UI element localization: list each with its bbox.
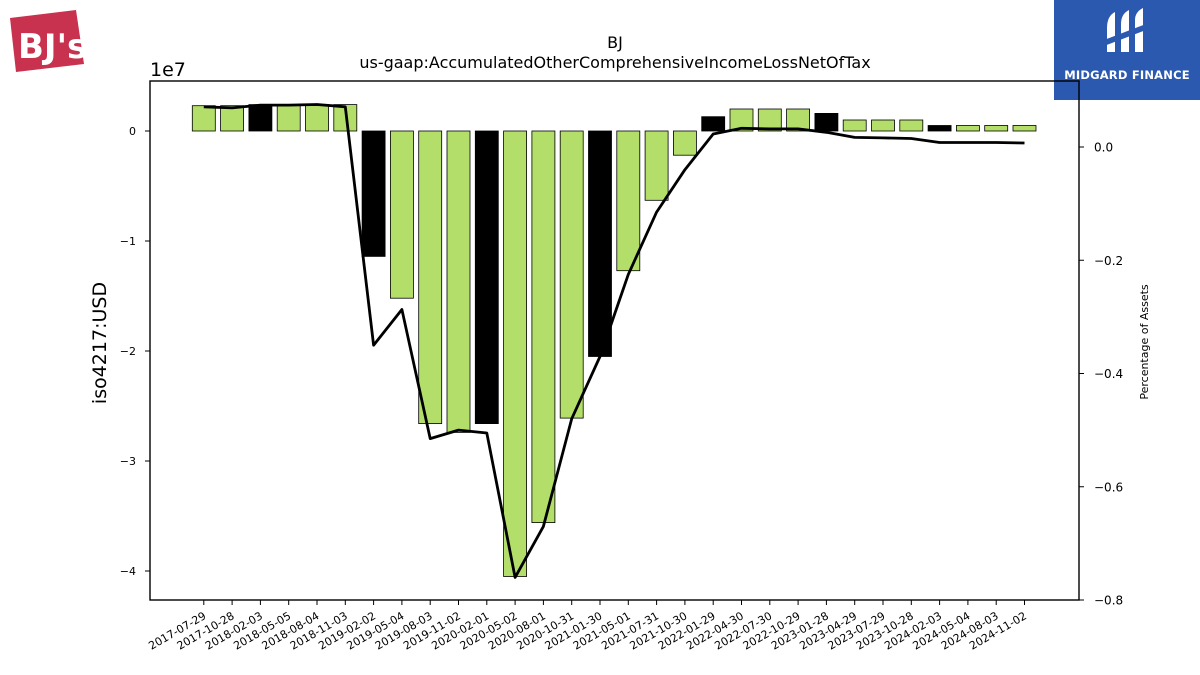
y-left-tick-label: 0 (129, 125, 136, 138)
bar (701, 116, 726, 132)
chart-title: BJ (607, 33, 623, 52)
y-left-tick-label: −1 (120, 235, 136, 248)
bar (757, 108, 782, 132)
bjs-logo: BJ's (10, 10, 87, 72)
bar-series (191, 104, 1037, 577)
bar (1012, 125, 1037, 132)
y-right-label: Percentage of Assets (1138, 284, 1151, 400)
plot-frame (149, 80, 1080, 601)
bar (673, 130, 697, 156)
bar (418, 130, 443, 425)
series-line (203, 103, 1025, 579)
y-left-tick-label: −2 (120, 345, 136, 358)
bar (503, 130, 528, 577)
chart-subtitle: us-gaap:AccumulatedOtherComprehensiveInc… (359, 53, 870, 72)
y-left-tick-label: −3 (120, 455, 136, 468)
bar (474, 130, 499, 425)
y-right-tick-label: −0.4 (1094, 367, 1123, 381)
bar (305, 104, 329, 132)
y-left-exponent: 1e7 (150, 59, 186, 81)
bar (956, 125, 980, 132)
bar (389, 130, 414, 299)
bar (729, 108, 754, 132)
y-right-tick-label: −0.8 (1094, 594, 1123, 608)
y-right-tick-label: 0.0 (1094, 141, 1113, 155)
bar (248, 104, 273, 132)
bar (786, 108, 810, 132)
y-left-tick-label: −4 (120, 565, 136, 578)
bar (984, 125, 1009, 132)
y-right-tick-label: −0.2 (1094, 254, 1123, 268)
bar (588, 130, 612, 357)
bar (871, 119, 895, 132)
bar (927, 125, 952, 132)
bar (446, 130, 471, 433)
bar (842, 119, 867, 132)
line-series (203, 103, 1025, 579)
bar (644, 130, 669, 201)
y-right-tick-label: −0.6 (1094, 480, 1123, 494)
bar (559, 130, 584, 419)
y-left-label: iso4217:USD (89, 282, 111, 404)
brand-name: MIDGARD FINANCE (1064, 68, 1190, 82)
bar (814, 113, 839, 132)
logo-text: BJ's (18, 27, 87, 67)
bar (361, 130, 386, 257)
bar (616, 130, 641, 272)
bar (220, 105, 245, 132)
bar (531, 130, 556, 524)
midgard-mark-icon (1104, 8, 1146, 52)
bar (899, 119, 924, 132)
bar (191, 105, 216, 132)
bar (276, 104, 301, 132)
